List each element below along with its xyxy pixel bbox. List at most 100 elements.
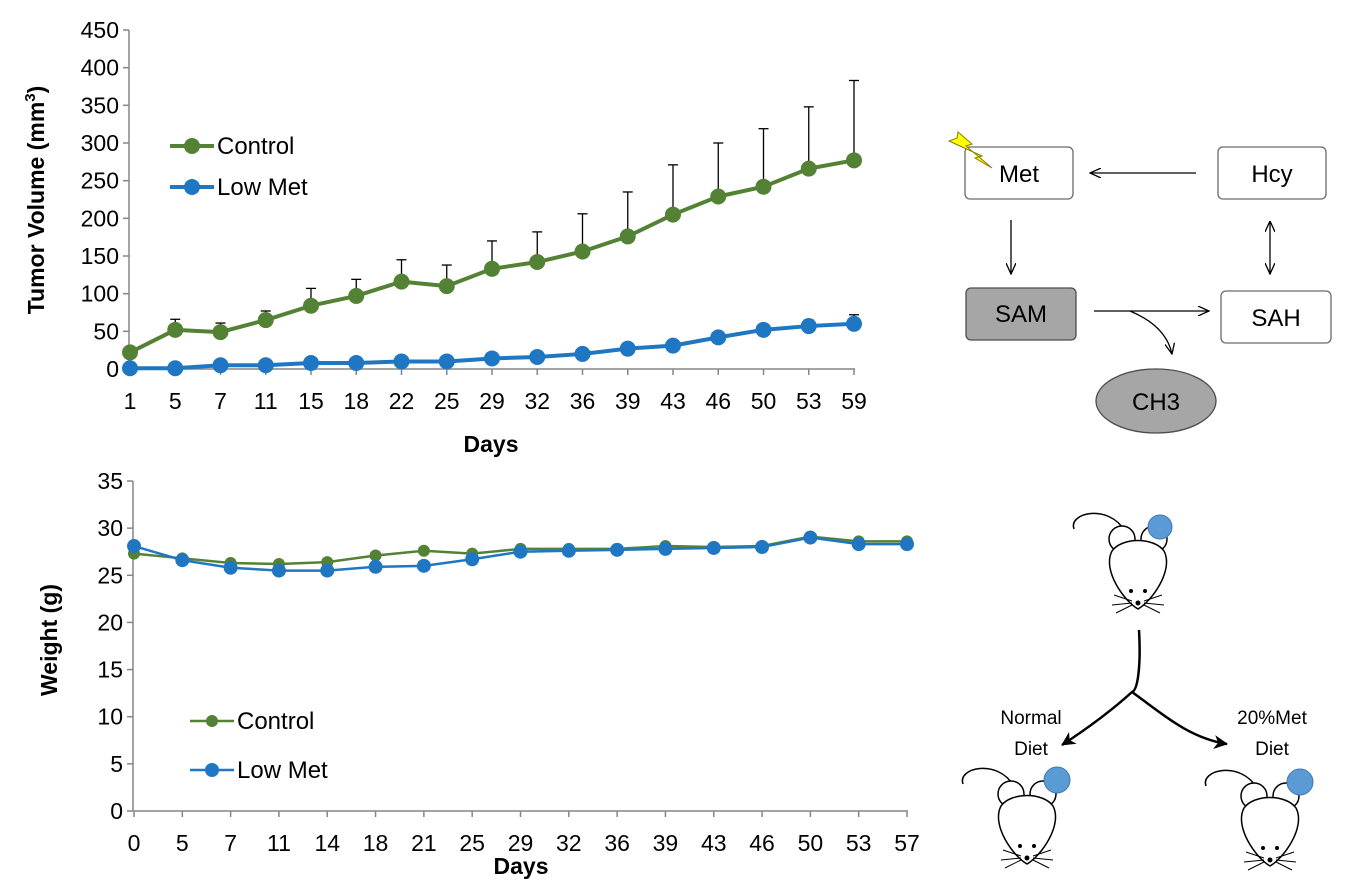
lightning-icon <box>947 131 993 169</box>
data-point-control <box>710 188 727 205</box>
x-tick-label: 5 <box>176 830 189 856</box>
x-tick-label: 18 <box>363 830 389 856</box>
data-point-low-met <box>416 558 431 573</box>
x-tick-label: 18 <box>343 388 369 414</box>
normal-diet-label-2: Diet <box>1014 739 1049 760</box>
legend-label-lowmet: Low Met <box>237 757 328 784</box>
x-axis-title: Days <box>464 431 519 457</box>
arrow-to-normal-diet <box>1061 629 1141 747</box>
data-point-low-met <box>271 563 286 578</box>
y-tick-label: 5 <box>110 751 123 777</box>
legend-label-lowmet: Low Met <box>217 174 308 201</box>
data-point-low-met <box>465 552 480 567</box>
ch3-node: CH3 <box>1095 368 1217 434</box>
sam-node: SAM <box>965 287 1077 341</box>
tumor-icon <box>1147 514 1173 540</box>
y-tick-label: 30 <box>97 515 123 541</box>
x-tick-label: 39 <box>615 388 641 414</box>
x-tick-label: 22 <box>389 388 415 414</box>
data-point-low-met <box>755 321 772 338</box>
data-point-low-met <box>484 350 500 367</box>
x-tick-label: 46 <box>705 388 731 414</box>
data-point-low-met <box>438 353 455 370</box>
arrow-sam-to-ch3 <box>1129 310 1172 354</box>
mouse-top-icon <box>1072 512 1173 614</box>
x-tick-label: 32 <box>524 388 550 414</box>
data-point-low-met <box>513 544 528 559</box>
data-point-control <box>212 324 229 341</box>
x-tick-label: 29 <box>479 388 505 414</box>
y-tick-label: 50 <box>93 318 119 344</box>
data-point-low-met <box>755 540 770 554</box>
sah-node: SAH <box>1220 290 1332 344</box>
y-axis-title: Weight (g) <box>36 584 62 696</box>
legend-marker-control <box>184 138 200 154</box>
mouse-diet-diagram: Normal Diet 20%Met Diet <box>961 512 1314 871</box>
data-point-low-met <box>574 345 591 362</box>
data-point-control <box>619 228 636 245</box>
sam-label: SAM <box>995 301 1047 328</box>
data-point-control <box>574 243 591 260</box>
y-tick-label: 25 <box>97 562 123 588</box>
x-tick-label: 25 <box>459 830 485 856</box>
x-tick-label: 11 <box>267 830 291 856</box>
mouse-lowmet-icon <box>1204 768 1314 871</box>
y-tick-label: 250 <box>81 168 119 194</box>
ch3-ellipse <box>1095 368 1217 434</box>
data-point-control <box>529 254 546 271</box>
data-point-low-met <box>212 357 229 374</box>
data-point-control <box>800 160 817 177</box>
data-point-low-met <box>167 360 184 377</box>
x-tick-label: 5 <box>169 388 182 414</box>
data-point-control <box>846 152 862 169</box>
y-tick-label: 0 <box>110 798 123 824</box>
x-tick-label: 7 <box>214 388 227 414</box>
error-bars <box>170 79 859 338</box>
data-point-low-met <box>658 541 673 556</box>
legend-label-control: Control <box>237 708 314 735</box>
legend-marker-control <box>206 715 218 727</box>
data-point-low-met <box>122 360 138 377</box>
data-point-control <box>665 206 681 223</box>
x-tick-label: 53 <box>846 830 872 856</box>
sah-box <box>1220 290 1332 344</box>
met-label: Met <box>999 161 1039 188</box>
y-tick-label: 350 <box>81 92 119 118</box>
y-tick-label: 300 <box>81 130 119 156</box>
x-tick-label: 25 <box>434 388 460 414</box>
data-point-low-met <box>393 353 410 370</box>
data-point-low-met <box>619 340 636 357</box>
data-point-low-met <box>561 543 576 558</box>
hcy-node: Hcy <box>1217 146 1327 200</box>
hcy-label: Hcy <box>1251 161 1292 188</box>
lowmet-diet-label-2: Diet <box>1255 739 1290 760</box>
legend: Control Low Met <box>170 133 308 201</box>
x-tick-label: 36 <box>570 388 596 414</box>
data-point-control <box>755 178 772 195</box>
x-tick-label: 32 <box>556 830 582 856</box>
data-point-control <box>438 278 455 295</box>
data-point-control <box>393 273 410 290</box>
ch3-label: CH3 <box>1132 389 1180 416</box>
mouse-normal-icon <box>961 766 1071 869</box>
x-tick-label: 1 <box>124 388 137 414</box>
y-tick-label: 35 <box>97 468 123 494</box>
x-tick-label: 57 <box>894 830 920 856</box>
data-point-low-met <box>368 559 383 574</box>
series-group <box>127 530 914 578</box>
x-tick-label: 21 <box>411 830 437 856</box>
data-point-low-met <box>803 530 818 545</box>
y-tick-label: 20 <box>97 609 123 635</box>
x-tick-label: 0 <box>128 830 141 856</box>
x-tick-label: 14 <box>314 830 340 856</box>
x-tick-label: 39 <box>653 830 679 856</box>
x-tick-label: 7 <box>224 830 237 856</box>
legend-label-control: Control <box>217 133 294 160</box>
y-tick-label: 200 <box>81 205 119 231</box>
normal-diet-label-1: Normal <box>1000 708 1061 729</box>
met-node: Met <box>964 146 1074 200</box>
y-tick-label: 10 <box>97 704 123 730</box>
